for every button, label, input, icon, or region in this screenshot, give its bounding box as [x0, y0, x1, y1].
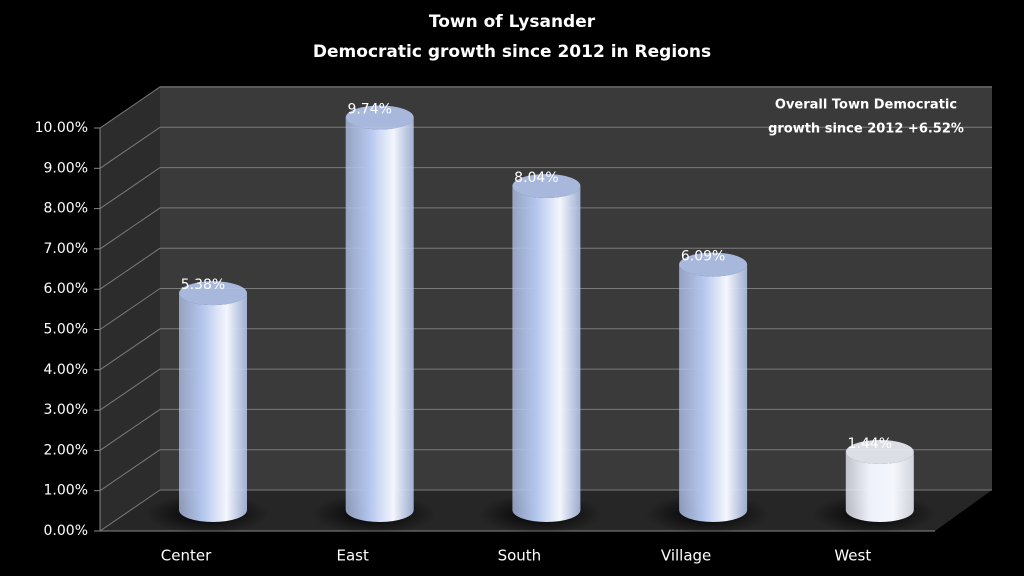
bar-top — [345, 105, 414, 130]
data-label: 5.38% — [181, 277, 225, 293]
grid-line — [99, 207, 161, 250]
y-tick-label: 1.00% — [44, 483, 88, 499]
bar-top — [512, 173, 581, 198]
y-tick-label: 7.00% — [44, 241, 88, 257]
grid-line — [99, 368, 161, 411]
y-tick-label: 0.00% — [44, 523, 88, 539]
bar-top — [845, 439, 914, 464]
y-tick-label: 8.00% — [44, 201, 88, 217]
data-label: 6.09% — [681, 249, 725, 265]
x-tick-label: Village — [661, 547, 711, 565]
grid-line — [99, 489, 161, 532]
annotation: growth since 2012 +6.52% — [768, 122, 964, 137]
bar-top — [179, 281, 247, 306]
y-tick-label: 4.00% — [44, 362, 88, 378]
x-tick-label: West — [834, 547, 871, 565]
x-tick-label: East — [337, 547, 369, 565]
bar — [512, 185, 581, 522]
grid-line — [99, 167, 161, 210]
annotation: Overall Town Democratic — [775, 98, 957, 113]
data-label: 8.04% — [514, 170, 558, 186]
chart-title: Town of Lysander — [429, 12, 596, 32]
grid-line — [99, 86, 161, 129]
y-tick-label: 9.00% — [44, 160, 88, 176]
grid-line — [99, 288, 161, 330]
bar-top — [679, 252, 748, 277]
y-tick-label: 5.00% — [44, 322, 88, 338]
grid-line — [99, 126, 161, 169]
x-tick-label: Center — [161, 547, 212, 565]
data-label: 9.74% — [347, 101, 391, 117]
bar — [345, 117, 414, 522]
grid-line — [99, 328, 161, 371]
data-label: 1.44% — [848, 436, 892, 452]
grid-line — [99, 449, 161, 492]
chart-subtitle: Democratic growth since 2012 in Regions — [313, 42, 711, 62]
y-tick-label: 2.00% — [44, 442, 88, 458]
grid-line — [99, 247, 161, 290]
bar — [179, 293, 247, 522]
grid-line — [99, 408, 161, 451]
x-tick-label: South — [498, 547, 542, 565]
y-tick-label: 6.00% — [44, 281, 88, 297]
y-tick-label: 10.00% — [35, 120, 88, 136]
bar — [845, 451, 914, 522]
bar — [679, 264, 748, 522]
y-tick-label: 3.00% — [44, 402, 88, 418]
